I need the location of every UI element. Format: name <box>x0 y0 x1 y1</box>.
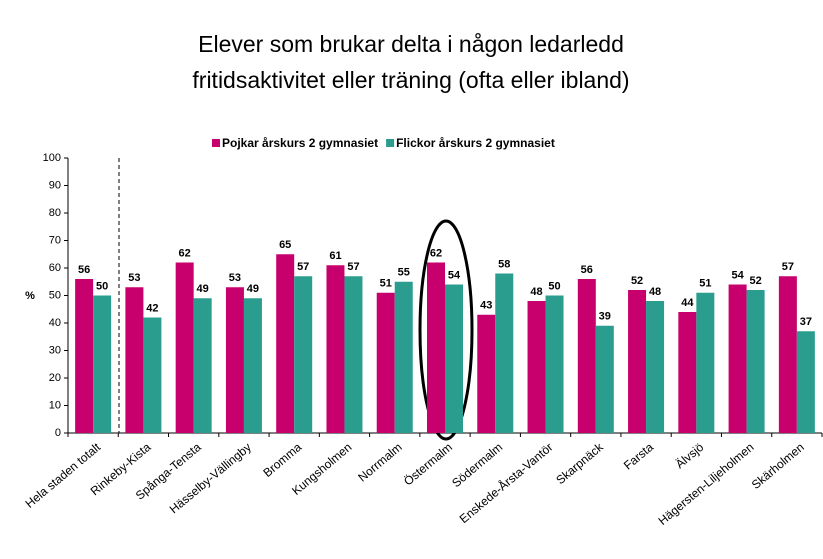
bar <box>326 265 345 433</box>
x-tick-label: Hela staden totalt <box>23 440 104 511</box>
value-label: 56 <box>78 264 90 276</box>
bar <box>796 331 815 433</box>
value-label: 62 <box>430 247 442 259</box>
value-label: 50 <box>548 280 560 292</box>
value-label: 61 <box>329 250 341 262</box>
bar <box>243 298 262 433</box>
value-label: 56 <box>581 264 593 276</box>
highlight-ellipse <box>418 219 474 441</box>
value-label: 54 <box>448 269 461 281</box>
bar <box>545 295 564 433</box>
x-tick-label: Bromma <box>260 440 304 480</box>
bar <box>344 276 363 433</box>
bar <box>477 314 496 433</box>
value-label: 65 <box>279 239 291 251</box>
bar <box>175 262 194 433</box>
legend-swatch <box>212 139 220 147</box>
value-label: 44 <box>681 297 694 309</box>
x-tick-label: Hägersten-Liljeholmen <box>656 440 757 528</box>
value-label: 48 <box>530 286 542 298</box>
bar <box>376 292 395 433</box>
bar <box>93 295 112 433</box>
value-label: 50 <box>96 280 108 292</box>
value-label: 58 <box>498 258 510 270</box>
value-label: 62 <box>179 247 191 259</box>
bar <box>778 276 797 433</box>
bar <box>276 254 295 433</box>
y-tick-label: 20 <box>49 372 61 384</box>
x-tick-label: Skarpnäck <box>553 439 606 487</box>
value-label: 39 <box>599 311 611 323</box>
value-label: 53 <box>128 272 140 284</box>
y-tick-label: 0 <box>55 427 61 439</box>
value-label: 49 <box>247 283 259 295</box>
value-label: 43 <box>480 300 492 312</box>
bar <box>294 276 313 433</box>
chart-title: Elever som brukar delta i någon ledarled… <box>198 31 624 57</box>
bar <box>125 287 144 433</box>
value-label: 52 <box>631 275 643 287</box>
value-label: 49 <box>197 283 209 295</box>
bar <box>628 290 647 433</box>
value-label: 51 <box>380 278 392 290</box>
y-tick-label: 60 <box>49 262 61 274</box>
bar <box>577 279 596 433</box>
bar <box>728 284 747 433</box>
bar <box>225 287 244 433</box>
y-tick-label: 50 <box>49 289 61 301</box>
y-tick-label: 70 <box>49 234 61 246</box>
value-label: 52 <box>749 275 761 287</box>
legend-swatch <box>386 139 395 147</box>
value-label: 54 <box>731 269 744 281</box>
bar <box>427 262 445 433</box>
x-tick-label: Farsta <box>621 440 656 473</box>
y-tick-label: 100 <box>43 152 61 164</box>
bar <box>646 301 665 433</box>
bar <box>143 317 162 433</box>
bar <box>445 284 463 433</box>
x-tick-label: Östermalm <box>401 440 455 488</box>
y-tick-label: 30 <box>49 344 61 356</box>
value-label: 57 <box>297 261 309 273</box>
value-label: 57 <box>347 261 359 273</box>
value-label: 37 <box>800 316 812 328</box>
value-label: 55 <box>398 267 410 279</box>
value-label: 42 <box>146 302 158 314</box>
bar <box>75 279 94 433</box>
chart-title: fritidsaktivitet eller träning (ofta ell… <box>192 67 629 93</box>
y-axis-label: % <box>25 290 35 302</box>
x-tick-label: Enskede-Årsta-Vantör <box>456 439 555 526</box>
y-tick-label: 80 <box>49 207 61 219</box>
y-tick-label: 10 <box>49 399 61 411</box>
bar <box>696 292 715 433</box>
value-label: 53 <box>229 272 241 284</box>
bar <box>746 290 765 433</box>
x-tick-label: Skärholmen <box>749 440 807 492</box>
bar <box>495 273 514 433</box>
bar <box>527 301 546 433</box>
x-tick-label: Norrmalm <box>355 440 404 485</box>
value-label: 57 <box>782 261 794 273</box>
legend-label: Pojkar årskurs 2 gymnasiet <box>222 136 378 150</box>
legend-label: Flickor årskurs 2 gymnasiet <box>396 136 555 150</box>
y-tick-label: 40 <box>49 317 61 329</box>
value-label: 51 <box>699 278 711 290</box>
bar <box>678 312 697 433</box>
bar <box>193 298 212 433</box>
bar <box>394 281 413 433</box>
bar <box>595 325 614 433</box>
x-tick-label: Älvsjö <box>673 440 707 472</box>
y-tick-label: 90 <box>49 179 61 191</box>
value-label: 48 <box>649 286 661 298</box>
